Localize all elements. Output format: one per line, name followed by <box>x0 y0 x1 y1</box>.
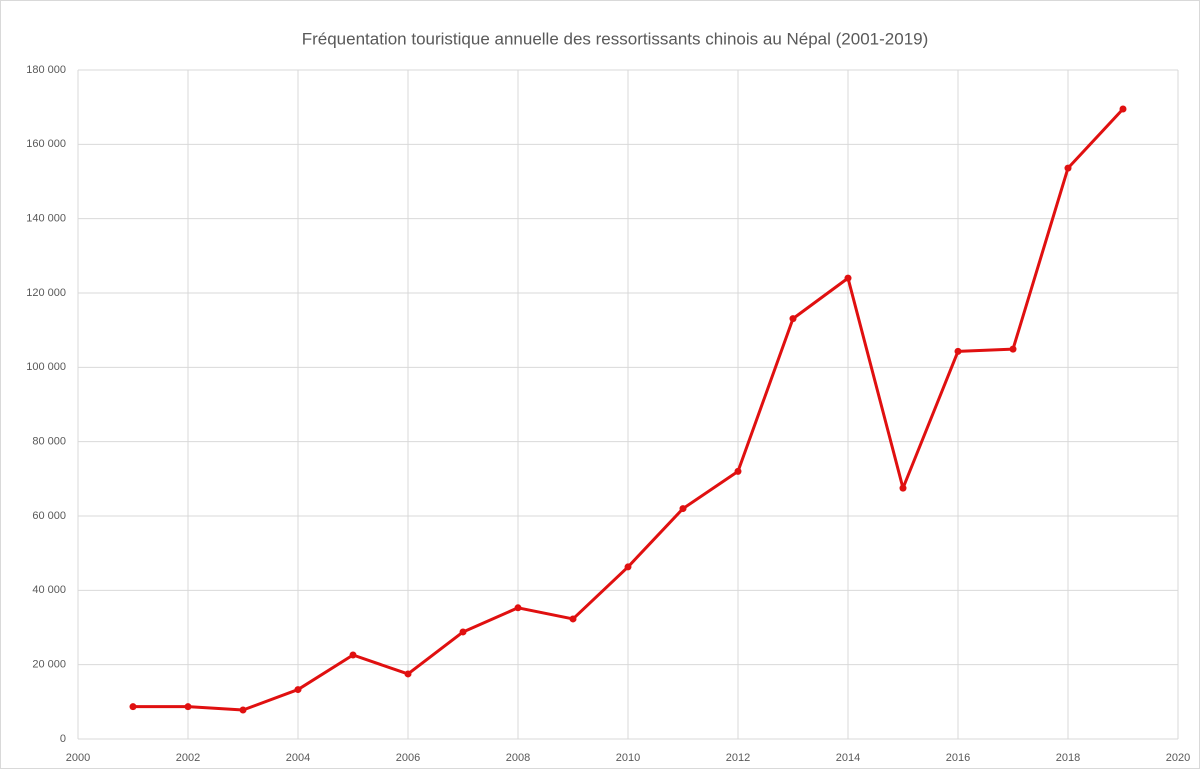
point <box>514 604 522 612</box>
point <box>954 347 962 355</box>
x-tick-label: 2000 <box>66 752 90 764</box>
y-tick-label: 80 000 <box>32 436 66 448</box>
point <box>569 615 577 623</box>
y-tick-label: 0 <box>60 733 66 745</box>
point <box>1064 164 1072 172</box>
y-tick-label: 20 000 <box>32 659 66 671</box>
point <box>404 670 412 678</box>
y-tick-label: 60 000 <box>32 510 66 522</box>
point <box>679 505 687 513</box>
x-tick-label: 2014 <box>836 752 860 764</box>
x-tick-label: 2020 <box>1166 752 1190 764</box>
y-tick-label: 120 000 <box>26 287 66 299</box>
point <box>129 703 137 711</box>
x-tick-label: 2016 <box>946 752 970 764</box>
point <box>624 563 632 571</box>
y-tick-label: 160 000 <box>26 138 66 150</box>
x-tick-label: 2012 <box>726 752 750 764</box>
y-tick-label: 100 000 <box>26 361 66 373</box>
y-tick-label: 140 000 <box>26 213 66 225</box>
point <box>1009 345 1017 353</box>
point <box>239 706 247 714</box>
x-tick-label: 2018 <box>1056 752 1080 764</box>
point <box>789 315 797 323</box>
chart-title: Fréquentation touristique annuelle des r… <box>302 29 929 48</box>
point <box>734 467 742 475</box>
x-tick-label: 2002 <box>176 752 200 764</box>
point <box>294 686 302 694</box>
point <box>459 628 467 636</box>
x-tick-label: 2010 <box>616 752 640 764</box>
x-tick-label: 2004 <box>286 752 310 764</box>
x-tick-label: 2006 <box>396 752 420 764</box>
point <box>349 651 357 659</box>
point <box>184 703 192 711</box>
point <box>844 274 852 282</box>
point <box>1119 105 1127 113</box>
x-tick-label: 2008 <box>506 752 530 764</box>
y-tick-label: 180 000 <box>26 64 66 76</box>
y-tick-label: 40 000 <box>32 584 66 596</box>
point <box>899 484 907 492</box>
